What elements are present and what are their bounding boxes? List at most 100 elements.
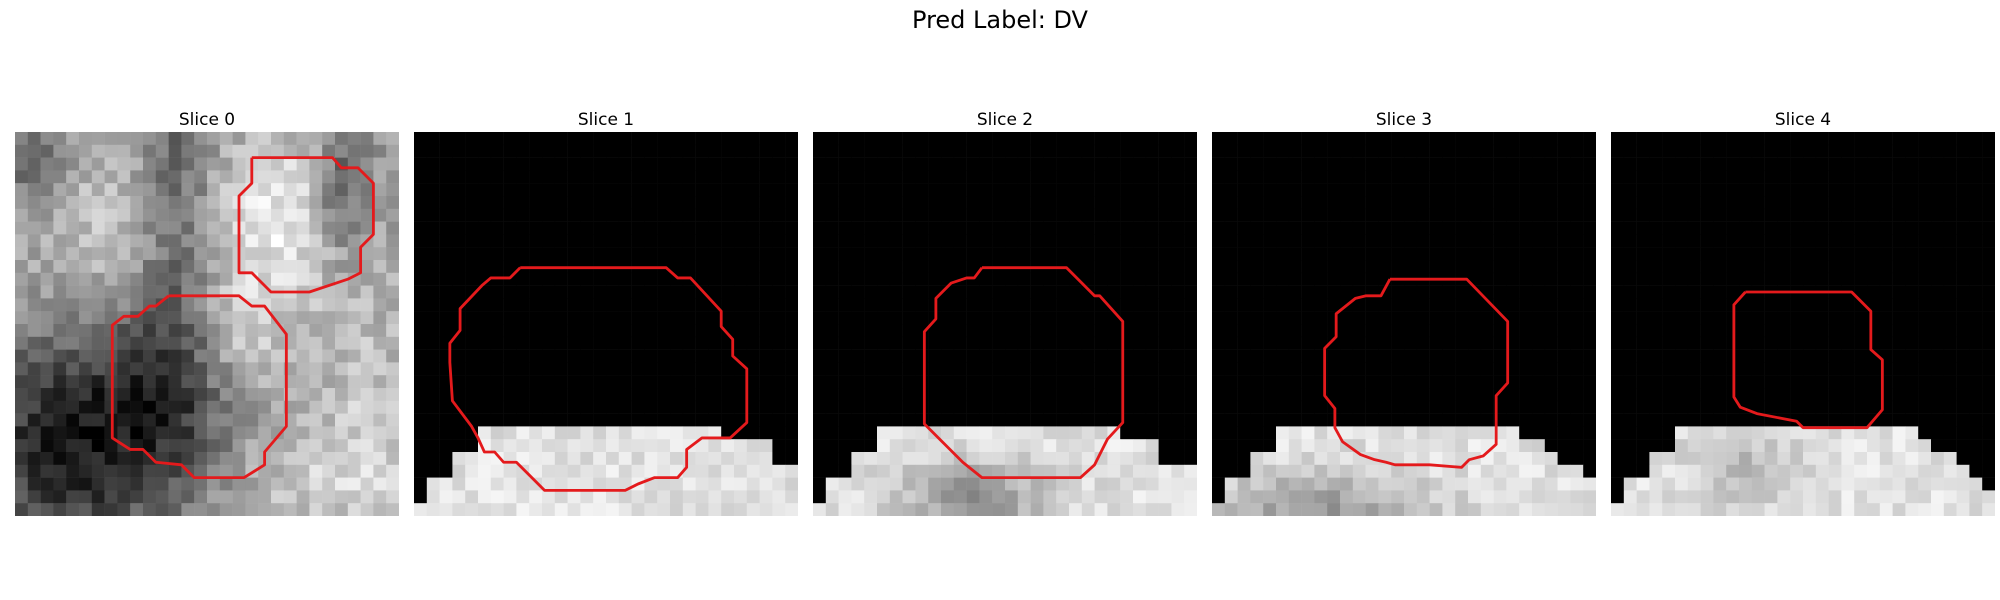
- image-pixel: [838, 311, 852, 325]
- image-pixel: [1094, 183, 1108, 197]
- image-pixel: [1263, 221, 1277, 235]
- image-pixel: [1493, 298, 1507, 312]
- image-pixel: [877, 144, 891, 158]
- image-pixel: [542, 183, 556, 197]
- image-pixel: [1378, 247, 1392, 261]
- image-pixel: [1764, 464, 1778, 478]
- image-pixel: [117, 375, 131, 389]
- image-pixel: [1519, 196, 1533, 210]
- image-pixel: [1442, 298, 1456, 312]
- image-pixel: [1301, 132, 1315, 146]
- image-pixel: [1726, 144, 1740, 158]
- image-pixel: [373, 183, 387, 197]
- image-pixel: [1841, 388, 1855, 402]
- image-pixel: [1713, 477, 1727, 491]
- image-pixel: [1931, 477, 1945, 491]
- image-pixel: [181, 413, 195, 427]
- image-pixel: [1043, 400, 1057, 414]
- image-pixel: [618, 196, 632, 210]
- image-pixel: [1081, 260, 1095, 274]
- image-pixel: [1391, 311, 1405, 325]
- image-pixel: [1378, 400, 1392, 414]
- image-pixel: [1030, 375, 1044, 389]
- image-pixel: [117, 144, 131, 158]
- image-pixel: [864, 439, 878, 453]
- image-pixel: [759, 196, 773, 210]
- image-pixel: [309, 426, 323, 440]
- image-pixel: [695, 247, 709, 261]
- image-pixel: [1158, 221, 1172, 235]
- image-pixel: [772, 426, 786, 440]
- image-pixel: [335, 452, 349, 466]
- image-pixel: [1493, 324, 1507, 338]
- image-pixel: [181, 439, 195, 453]
- image-pixel: [529, 298, 543, 312]
- image-pixel: [1828, 439, 1842, 453]
- image-pixel: [670, 298, 684, 312]
- image-pixel: [877, 336, 891, 350]
- image-pixel: [695, 439, 709, 453]
- image-pixel: [1212, 311, 1226, 325]
- image-pixel: [785, 413, 798, 427]
- image-pixel: [439, 247, 453, 261]
- image-pixel: [1250, 157, 1264, 171]
- image-pixel: [1956, 132, 1970, 146]
- image-pixel: [414, 400, 428, 414]
- image-pixel: [1056, 439, 1070, 453]
- image-pixel: [181, 426, 195, 440]
- image-pixel: [708, 349, 722, 363]
- image-pixel: [1314, 464, 1328, 478]
- image-pixel: [1171, 336, 1185, 350]
- image-pixel: [465, 362, 479, 376]
- image-pixel: [695, 183, 709, 197]
- image-pixel: [1468, 170, 1482, 184]
- image-pixel: [928, 183, 942, 197]
- image-pixel: [1455, 311, 1469, 325]
- image-pixel: [1263, 272, 1277, 286]
- image-pixel: [1739, 298, 1753, 312]
- image-pixel: [53, 170, 67, 184]
- image-pixel: [1340, 452, 1354, 466]
- image-pixel: [759, 260, 773, 274]
- image-pixel: [1803, 247, 1817, 261]
- image-pixel: [941, 400, 955, 414]
- image-pixel: [1224, 452, 1238, 466]
- image-pixel: [877, 285, 891, 299]
- image-pixel: [915, 375, 929, 389]
- image-pixel: [902, 170, 916, 184]
- image-pixel: [1184, 324, 1197, 338]
- image-pixel: [915, 144, 929, 158]
- image-pixel: [117, 400, 131, 414]
- image-pixel: [734, 503, 748, 516]
- image-pixel: [1583, 247, 1596, 261]
- image-pixel: [631, 132, 645, 146]
- image-pixel: [1043, 247, 1057, 261]
- image-pixel: [1493, 170, 1507, 184]
- image-pixel: [1069, 349, 1083, 363]
- image-pixel: [1623, 234, 1637, 248]
- image-pixel: [1570, 464, 1584, 478]
- image-pixel: [606, 208, 620, 222]
- image-pixel: [851, 336, 865, 350]
- image-pixel: [1713, 362, 1727, 376]
- image-pixel: [503, 144, 517, 158]
- image-pixel: [941, 336, 955, 350]
- image-pixel: [593, 208, 607, 222]
- image-pixel: [1404, 400, 1418, 414]
- image-pixel: [1557, 234, 1571, 248]
- image-pixel: [657, 490, 671, 504]
- image-pixel: [1943, 400, 1957, 414]
- image-pixel: [813, 400, 827, 414]
- image-pixel: [465, 349, 479, 363]
- image-pixel: [1094, 375, 1108, 389]
- image-pixel: [979, 413, 993, 427]
- image-pixel: [1956, 452, 1970, 466]
- image-pixel: [1854, 196, 1868, 210]
- image-pixel: [721, 196, 735, 210]
- image-pixel: [181, 375, 195, 389]
- image-pixel: [1184, 388, 1197, 402]
- image-pixel: [1030, 196, 1044, 210]
- image-pixel: [1841, 144, 1855, 158]
- image-pixel: [1250, 336, 1264, 350]
- image-pixel: [426, 388, 440, 402]
